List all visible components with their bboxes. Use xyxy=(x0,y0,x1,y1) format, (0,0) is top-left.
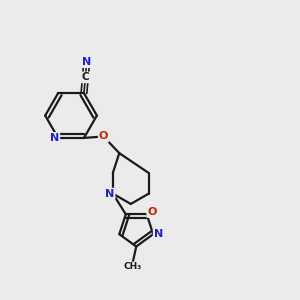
Text: N: N xyxy=(154,229,163,239)
Text: N: N xyxy=(105,189,115,199)
Text: CH₃: CH₃ xyxy=(124,262,142,272)
Text: O: O xyxy=(99,131,108,142)
Text: C: C xyxy=(82,72,89,82)
Text: N: N xyxy=(82,57,92,67)
Text: O: O xyxy=(147,207,157,217)
Text: N: N xyxy=(50,133,59,143)
